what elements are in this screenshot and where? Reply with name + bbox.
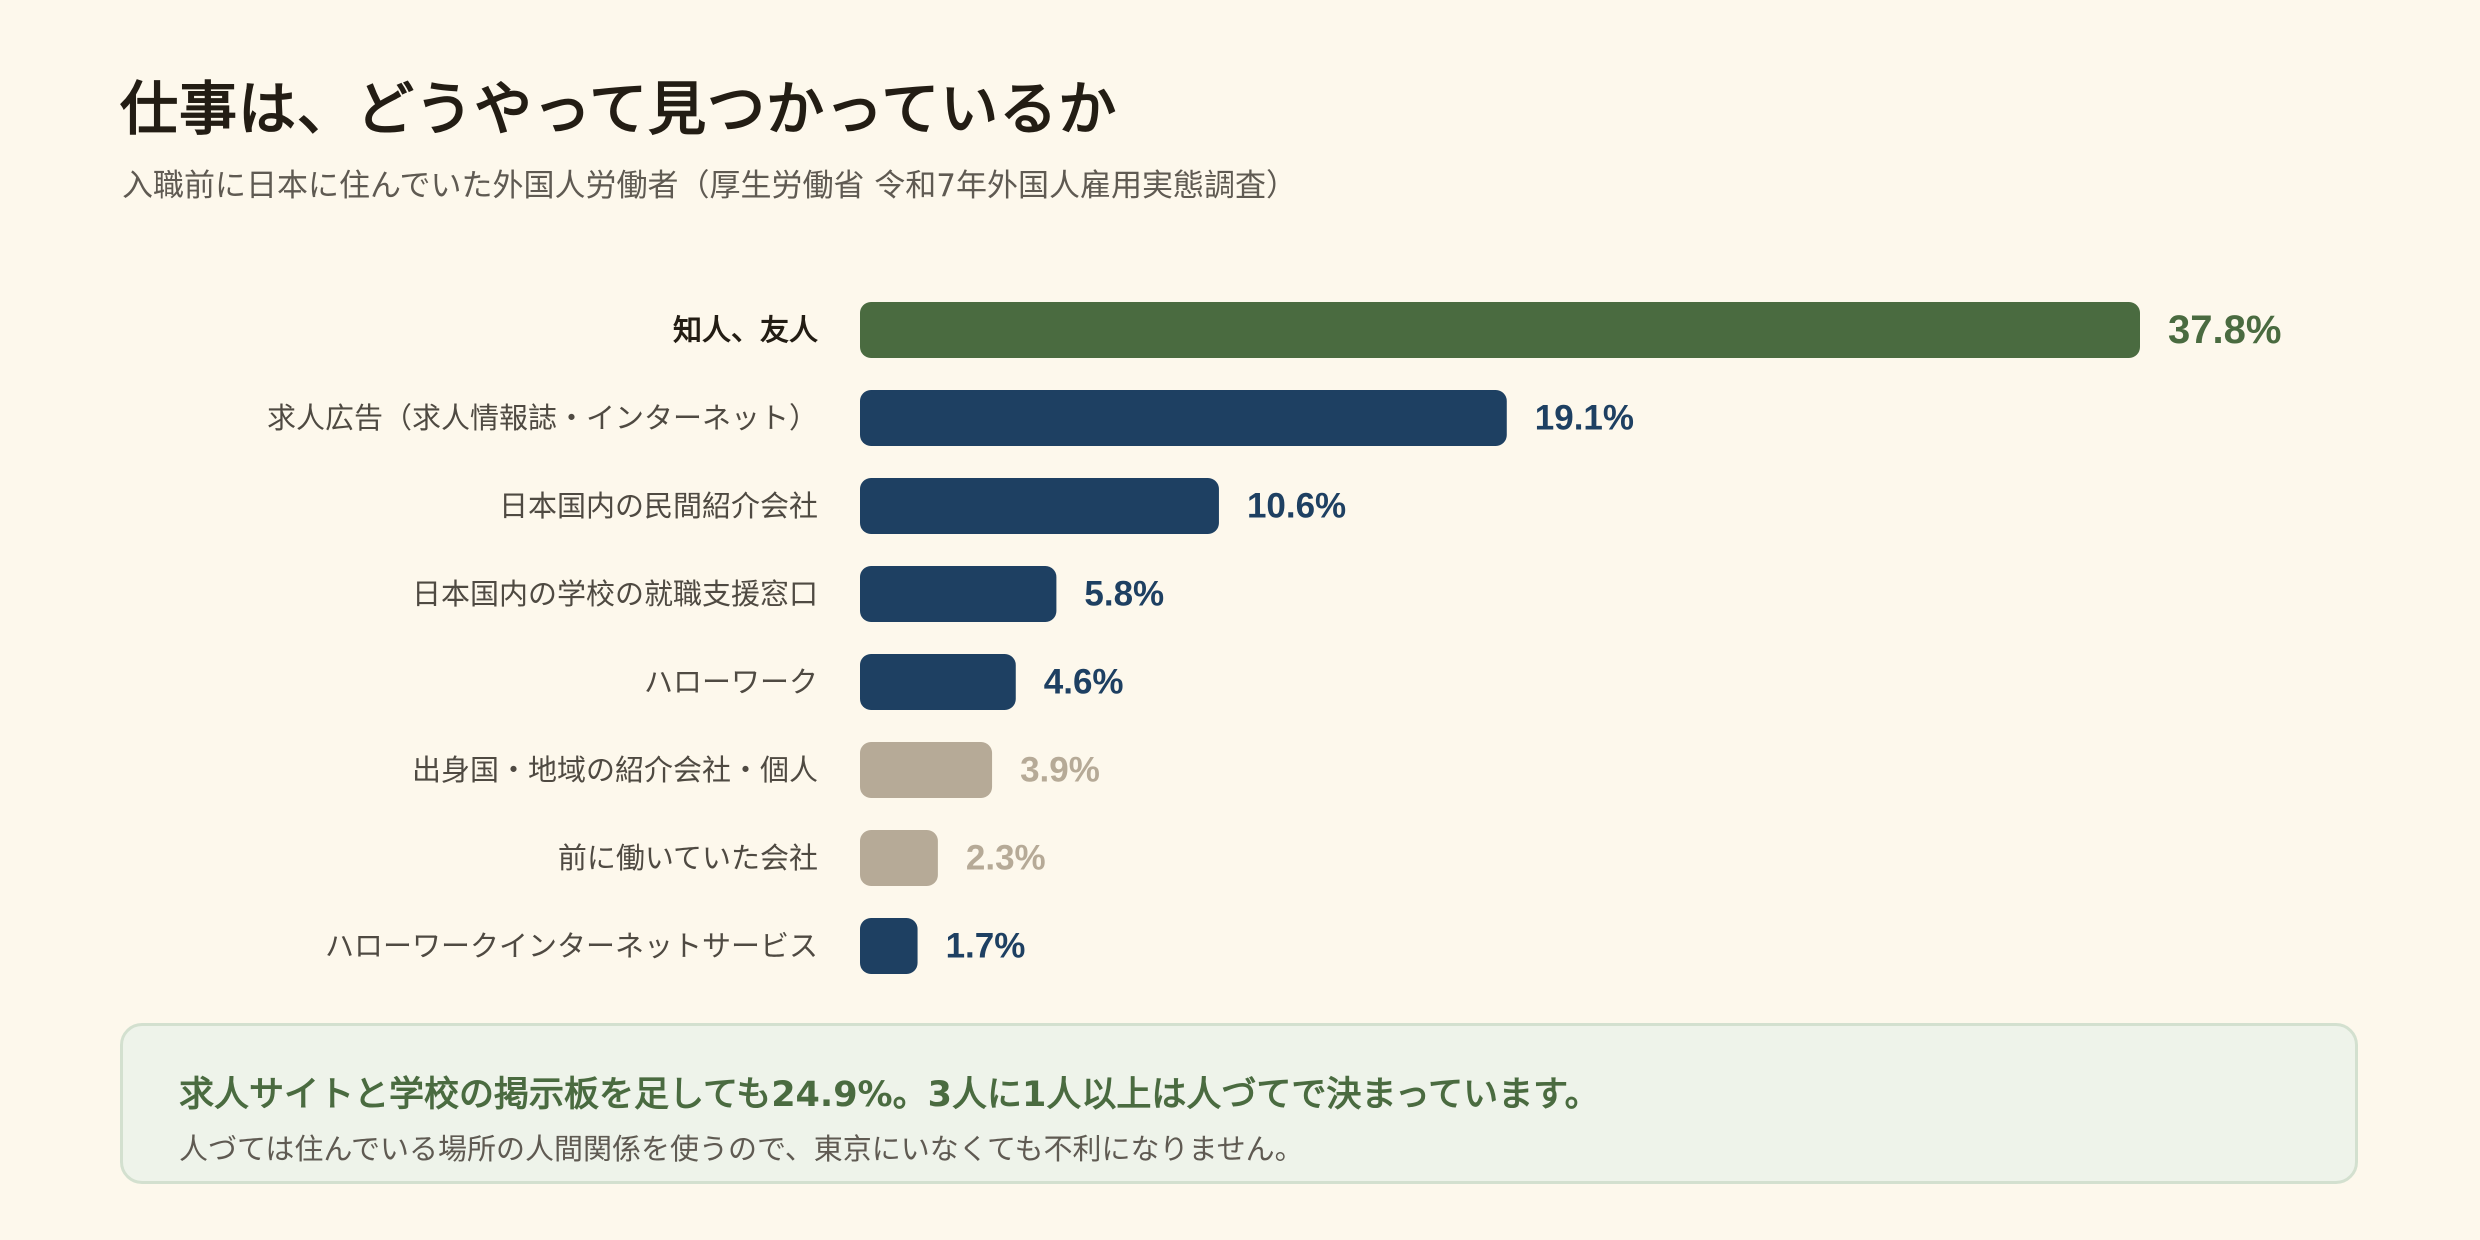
bar: [860, 566, 1057, 622]
bar: [860, 830, 938, 886]
bar: [860, 302, 2140, 358]
value-label: 1.7%: [946, 927, 1026, 966]
bar: [860, 742, 993, 798]
value-label: 10.6%: [1247, 487, 1346, 526]
category-label: ハローワークインターネットサービス: [325, 929, 818, 963]
page-subtitle: 入職前に日本に住んでいた外国人労働者（厚生労働省 令和7年外国人雇用実態調査）: [122, 168, 1298, 204]
category-label: 日本国内の学校の就職支援窓口: [412, 577, 818, 611]
category-label: ハローワーク: [644, 665, 818, 699]
page-title: 仕事は、どうやって見つかっているか: [120, 75, 1118, 143]
value-label: 4.6%: [1044, 663, 1124, 702]
callout-headline: 求人サイトと学校の掲示板を足しても24.9%。3人に1人以上は人づてで決まってい…: [179, 1075, 1600, 1115]
callout-note: 人づては住んでいる場所の人間関係を使うので、東京にいなくても不利になりません。: [179, 1132, 1304, 1166]
bar: [860, 654, 1016, 710]
value-label: 5.8%: [1084, 575, 1164, 614]
bar: [860, 478, 1219, 534]
summary-callout: 求人サイトと学校の掲示板を足しても24.9%。3人に1人以上は人づてで決まってい…: [120, 1023, 2358, 1184]
category-label: 知人、友人: [673, 313, 818, 347]
category-label: 日本国内の民間紹介会社: [499, 489, 818, 523]
bar-chart: 知人、友人 37.8% 求人広告（求人情報誌・インターネット） 19.1% 日本国内の民…: [267, 302, 2281, 974]
category-label: 求人広告（求人情報誌・インターネット）: [267, 401, 818, 435]
bar: [860, 918, 918, 974]
category-label: 前に働いていた会社: [558, 841, 818, 875]
value-label: 2.3%: [966, 839, 1046, 878]
category-label: 出身国・地域の紹介会社・個人: [412, 753, 818, 787]
value-label: 19.1%: [1535, 399, 1634, 438]
value-label: 37.8%: [2168, 308, 2281, 352]
bar: [860, 390, 1507, 446]
value-label: 3.9%: [1020, 751, 1100, 790]
